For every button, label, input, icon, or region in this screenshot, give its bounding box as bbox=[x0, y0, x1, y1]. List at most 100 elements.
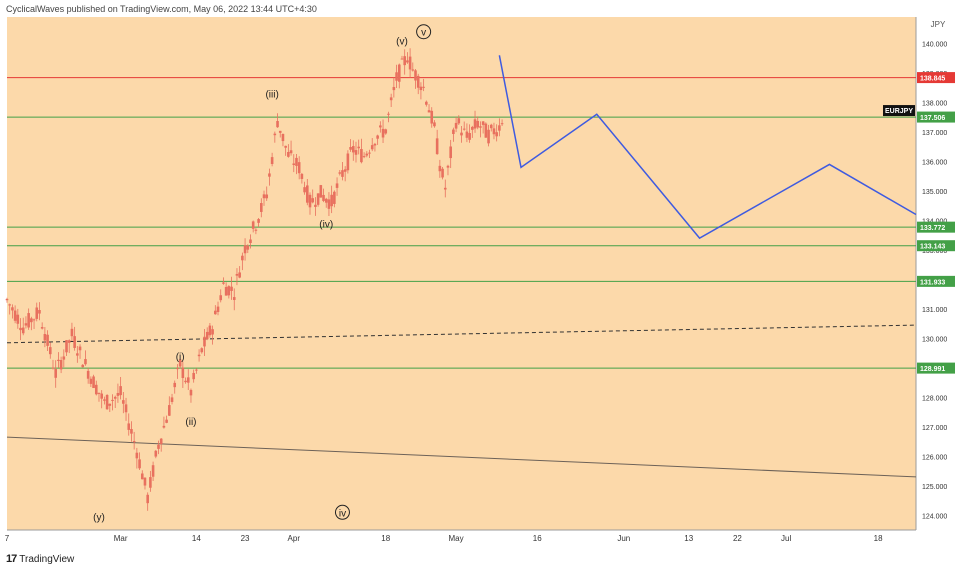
candle-body bbox=[303, 187, 306, 193]
candle-body bbox=[468, 133, 471, 140]
candle-body bbox=[24, 323, 28, 326]
candle-body bbox=[84, 359, 87, 365]
x-tick-label: Mar bbox=[114, 534, 128, 543]
candle-body bbox=[146, 494, 149, 504]
candle-body bbox=[460, 132, 463, 136]
candle-body bbox=[159, 438, 163, 445]
candle-body bbox=[140, 473, 144, 480]
candle-body bbox=[335, 183, 339, 188]
candle-body bbox=[57, 359, 60, 361]
candle-body bbox=[170, 397, 174, 402]
candle-body bbox=[162, 425, 166, 428]
candle-body bbox=[389, 97, 393, 101]
y-tick-label: 126.000 bbox=[922, 454, 947, 461]
candle-body bbox=[422, 86, 425, 88]
candle-body bbox=[235, 273, 239, 276]
candle-body bbox=[403, 56, 406, 66]
candle-body bbox=[165, 419, 168, 423]
candle-body bbox=[19, 327, 22, 331]
candle-body bbox=[135, 452, 139, 459]
symbol-badge bbox=[883, 105, 915, 117]
candle-body bbox=[86, 370, 90, 379]
candle-body bbox=[292, 163, 296, 165]
level-price-tag bbox=[917, 362, 955, 374]
level-price-tag bbox=[917, 275, 955, 287]
candle-body bbox=[433, 122, 436, 127]
candle-body bbox=[476, 120, 480, 128]
candle-body bbox=[300, 173, 304, 179]
candle-body bbox=[330, 194, 333, 207]
wave-label: (iv) bbox=[319, 219, 333, 230]
tradingview-brand: TradingView bbox=[19, 553, 75, 565]
candle-body bbox=[208, 325, 212, 336]
candle-body bbox=[238, 272, 241, 278]
candle-body bbox=[246, 245, 250, 250]
candle-body bbox=[30, 318, 33, 323]
x-tick-label: 14 bbox=[192, 534, 201, 543]
candle-body bbox=[492, 128, 496, 135]
candle-body bbox=[362, 156, 366, 158]
x-tick-label: 18 bbox=[381, 534, 390, 543]
level-price-tag bbox=[917, 221, 955, 233]
candle-body bbox=[192, 372, 195, 380]
y-tick-label: 136.000 bbox=[922, 159, 947, 166]
candle-body bbox=[35, 307, 39, 319]
candle-body bbox=[395, 72, 398, 81]
candle-body bbox=[32, 319, 36, 321]
candle-body bbox=[484, 123, 488, 138]
candle-body bbox=[173, 382, 177, 388]
candle-body bbox=[103, 399, 106, 401]
candle-body bbox=[13, 310, 17, 321]
candle-body bbox=[251, 221, 255, 229]
candle-body bbox=[105, 395, 109, 410]
candle-body bbox=[73, 336, 76, 348]
candle-body bbox=[219, 295, 223, 301]
candle-body bbox=[427, 110, 431, 113]
candle-body bbox=[343, 169, 347, 172]
candle-body bbox=[438, 165, 442, 172]
wave-label-circle bbox=[334, 504, 350, 520]
candle-body bbox=[67, 340, 71, 343]
candle-body bbox=[224, 286, 228, 296]
candle-body bbox=[376, 135, 379, 139]
candle-body bbox=[205, 331, 209, 340]
tradingview-footer[interactable]: 17 TradingView bbox=[6, 553, 74, 565]
level-price-label: 133.772 bbox=[920, 225, 945, 232]
candle-body bbox=[154, 450, 158, 457]
candle-body bbox=[48, 347, 52, 355]
candle-body bbox=[130, 429, 133, 434]
candle-body bbox=[457, 118, 461, 124]
candle-body bbox=[78, 346, 82, 351]
candle-body bbox=[241, 255, 244, 261]
candle-body bbox=[400, 58, 404, 60]
candle-body bbox=[5, 298, 9, 301]
level-price-label: 138.845 bbox=[920, 76, 945, 83]
x-tick-label: 16 bbox=[533, 534, 542, 543]
candle-body bbox=[254, 229, 258, 231]
candle-body bbox=[70, 328, 74, 337]
candle-body bbox=[295, 157, 298, 166]
candle-body bbox=[268, 173, 271, 177]
y-tick-label: 137.000 bbox=[922, 130, 947, 137]
candle-body bbox=[27, 313, 30, 328]
x-tick-label: 23 bbox=[241, 534, 250, 543]
wave-label: (y) bbox=[93, 513, 105, 524]
candle-body bbox=[138, 459, 141, 469]
level-price-label: 131.933 bbox=[920, 279, 945, 286]
y-tick-label: 125.000 bbox=[922, 484, 947, 491]
x-tick-label: Jul bbox=[781, 534, 791, 543]
candle-body bbox=[184, 380, 187, 383]
candle-body bbox=[51, 367, 55, 369]
wave-label: v bbox=[421, 28, 426, 39]
candle-body bbox=[222, 282, 225, 284]
candle-body bbox=[189, 389, 193, 396]
candle-body bbox=[65, 340, 68, 353]
candle-body bbox=[416, 75, 420, 88]
candle-body bbox=[430, 110, 434, 124]
candle-body bbox=[462, 128, 466, 130]
candle-body bbox=[435, 138, 439, 155]
candle-body bbox=[454, 122, 458, 129]
candle-body bbox=[249, 239, 252, 244]
